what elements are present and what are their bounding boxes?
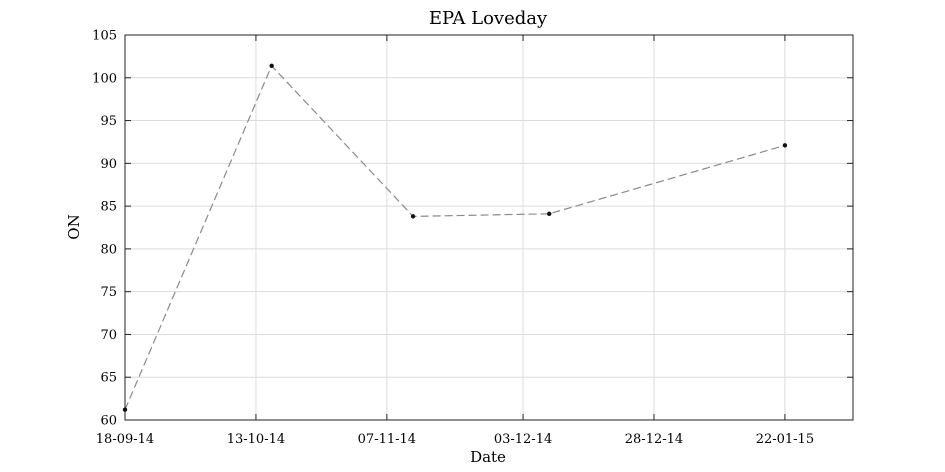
y-tick-label: 65	[100, 371, 117, 386]
y-tick-label: 80	[100, 242, 117, 257]
x-tick-label: 22-01-15	[756, 432, 814, 447]
y-tick-label: 85	[100, 200, 117, 215]
data-point	[269, 63, 274, 68]
x-tick-label: 13-10-14	[227, 432, 285, 447]
y-tick-label: 105	[92, 29, 117, 44]
data-point	[410, 214, 416, 219]
series-group	[122, 63, 788, 412]
y-tick-label: 90	[100, 157, 117, 172]
y-tick-label: 60	[100, 414, 117, 429]
y-tick-label: 70	[100, 328, 117, 343]
x-axis-label: Date	[470, 448, 506, 466]
axis-ticks	[124, 34, 853, 421]
y-axis-tick-labels: 60 65 70 75 80 85 90 95 100 105	[92, 29, 117, 429]
chart-title: EPA Loveday	[429, 8, 548, 29]
y-tick-label: 75	[100, 285, 117, 300]
y-tick-label: 95	[100, 114, 117, 129]
plot-area-frame	[124, 34, 854, 421]
y-tick-label: 100	[92, 71, 117, 86]
data-point	[122, 407, 128, 412]
data-point	[547, 211, 552, 217]
y-axis-label: ON	[65, 214, 83, 239]
series-line	[124, 64, 786, 410]
data-point	[782, 143, 788, 148]
x-tick-label: 07-11-14	[358, 432, 416, 447]
grid-lines	[125, 35, 853, 420]
x-tick-label: 03-12-14	[494, 432, 552, 447]
x-axis-tick-labels: 18-09-14 13-10-14 07-11-14 03-12-14 28-12-14…	[96, 432, 814, 447]
x-tick-label: 28-12-14	[625, 432, 683, 447]
x-tick-label: 18-09-14	[96, 432, 154, 447]
